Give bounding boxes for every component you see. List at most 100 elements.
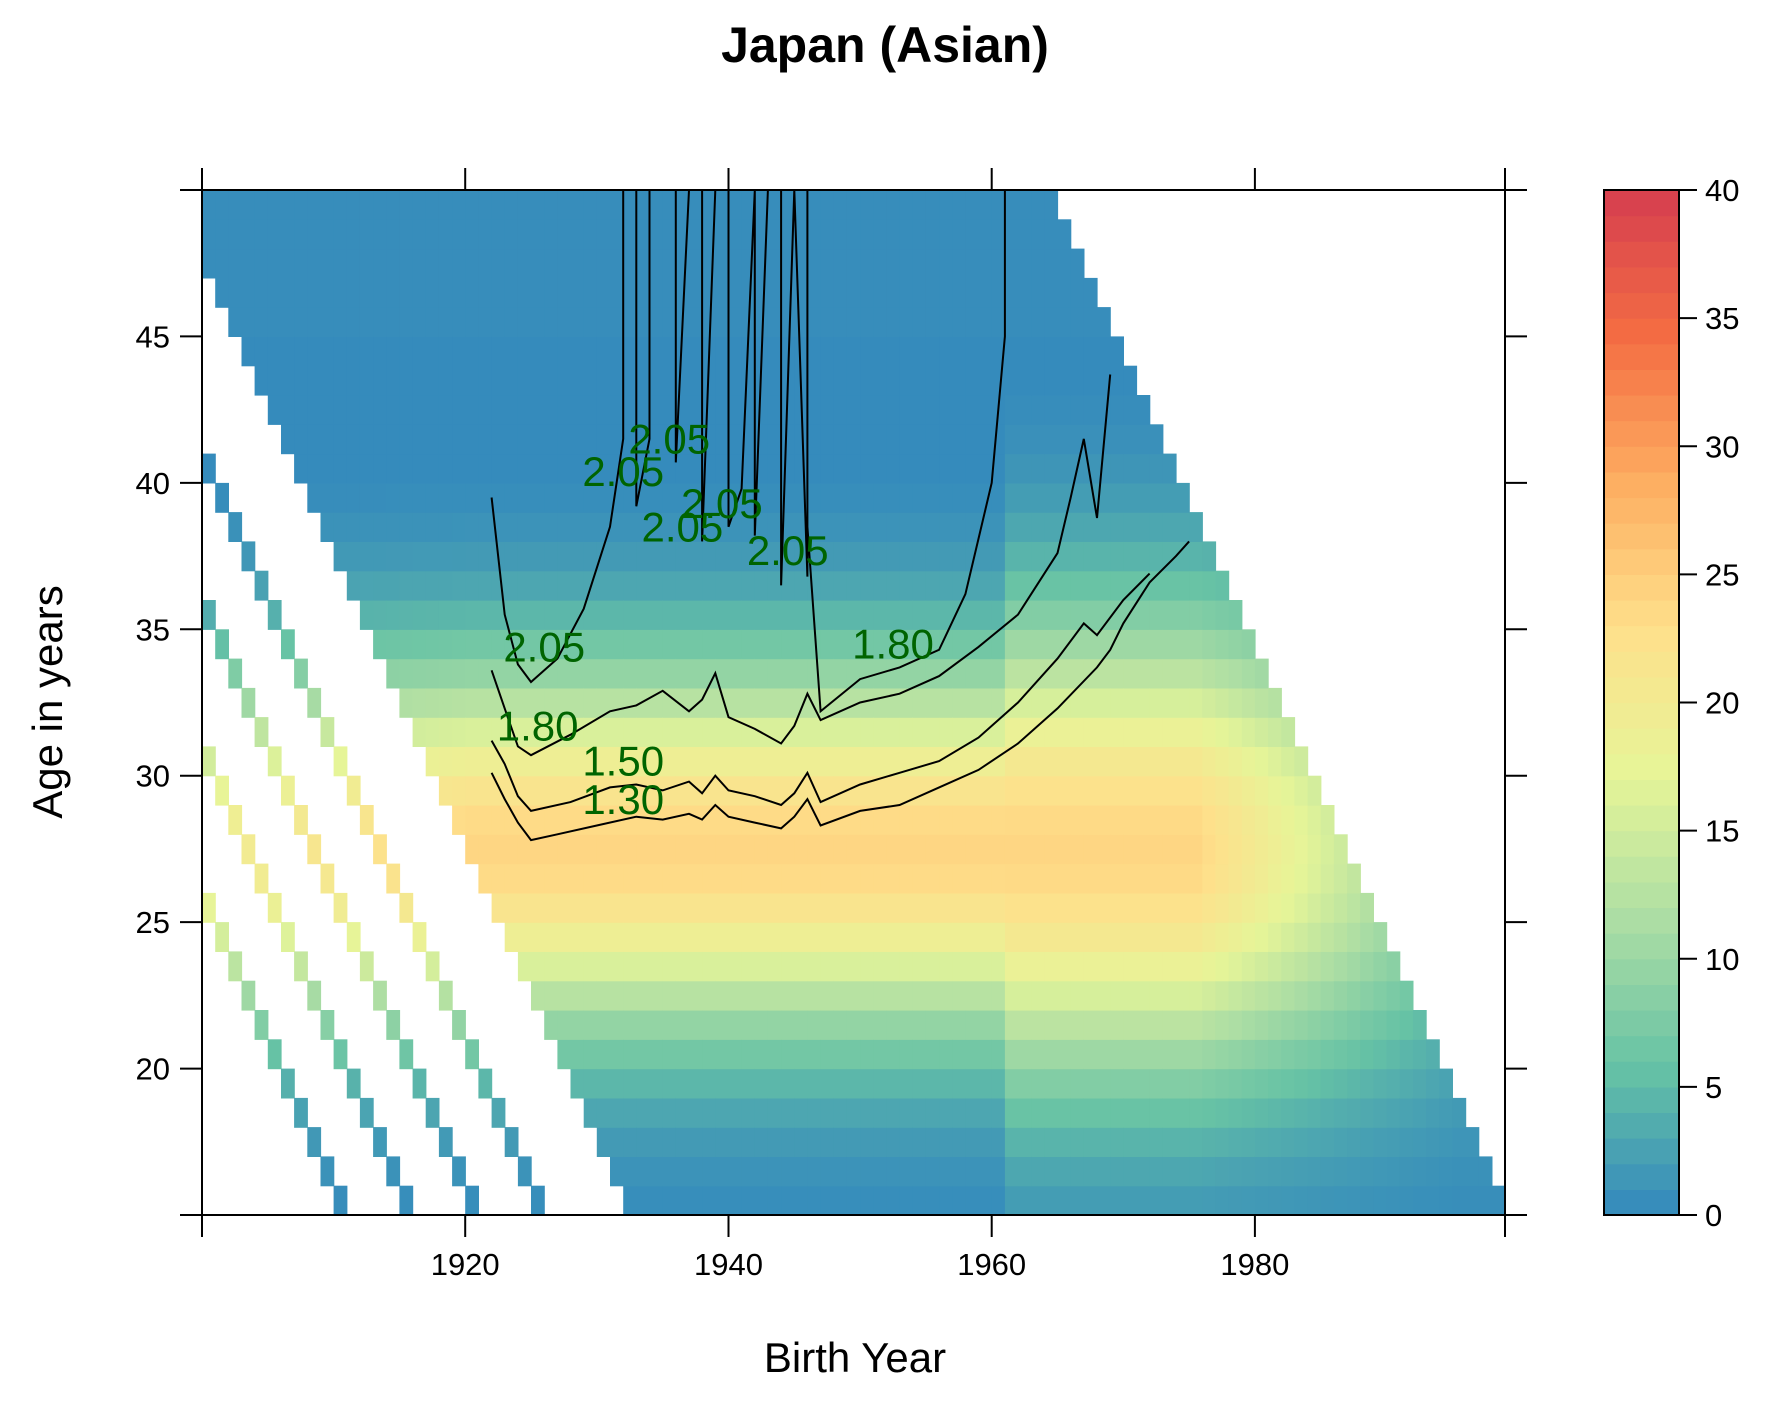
heatmap-cell [1123, 512, 1138, 542]
heatmap-cell [952, 453, 966, 484]
heatmap-cell [649, 190, 664, 220]
heatmap-cell [636, 629, 651, 660]
heatmap-cell [1202, 658, 1217, 689]
heatmap-cell [873, 717, 887, 747]
heatmap-cell [596, 863, 611, 894]
heatmap-cell [1254, 717, 1269, 747]
heatmap-cell [583, 922, 598, 952]
heatmap-cell [912, 980, 927, 1011]
heatmap-cell [1070, 658, 1085, 689]
heatmap-cell [320, 219, 335, 250]
heatmap-cell [1018, 365, 1032, 396]
heatmap-cell [820, 307, 835, 337]
heatmap-cell [1294, 922, 1309, 952]
heatmap-cell [425, 219, 440, 250]
heatmap-cell [1189, 922, 1203, 952]
heatmap-cell [675, 1039, 690, 1070]
heatmap-cell [767, 190, 782, 220]
heatmap-cell [1268, 892, 1282, 923]
heatmap-cell [767, 746, 782, 777]
heatmap-cell [1083, 980, 1098, 1011]
heatmap-cell [1162, 746, 1177, 777]
heatmap-cell [675, 775, 690, 806]
heatmap-cell [320, 248, 335, 279]
heatmap-cell [215, 482, 229, 513]
heatmap-cell [1031, 307, 1045, 337]
heatmap-cell [820, 717, 835, 747]
heatmap-cell [1149, 922, 1164, 952]
heatmap-cell [833, 1039, 848, 1070]
heatmap-cell [478, 746, 493, 777]
heatmap-cell [215, 922, 229, 952]
heatmap-cell [846, 746, 861, 777]
heatmap-cell [1241, 1127, 1256, 1157]
heatmap-cell [715, 395, 730, 425]
heatmap-cell [899, 570, 914, 601]
heatmap-cell [1097, 1127, 1111, 1157]
heatmap-cell [860, 746, 874, 777]
heatmap-cell [386, 277, 401, 308]
heatmap-cell [478, 1068, 493, 1099]
heatmap-cell [359, 482, 374, 513]
heatmap-cell [359, 453, 374, 484]
heatmap-cell [1004, 951, 1019, 982]
heatmap-cell [873, 951, 887, 982]
heatmap-cell [781, 190, 795, 220]
heatmap-cell [754, 1185, 769, 1216]
heatmap-cell [1202, 1127, 1217, 1157]
heatmap-cell [689, 453, 703, 484]
heatmap-cell [1149, 775, 1164, 806]
heatmap-cell [649, 717, 664, 747]
heatmap-cell [596, 190, 611, 220]
heatmap-cell [767, 629, 782, 660]
contour-label: 1.50 [582, 738, 664, 785]
heatmap-cell [544, 951, 558, 982]
heatmap-cell [1031, 453, 1045, 484]
heatmap-cell [1044, 600, 1059, 630]
heatmap-cell [886, 687, 901, 718]
heatmap-cell [1044, 951, 1059, 982]
heatmap-cell [781, 1039, 795, 1070]
heatmap-cell [1241, 687, 1256, 718]
heatmap-cell [873, 1068, 887, 1099]
heatmap-cell [846, 570, 861, 601]
heatmap-cell [649, 863, 664, 894]
heatmap-cell [860, 336, 874, 367]
heatmap-cell [438, 365, 453, 396]
heatmap-cell [1373, 1068, 1388, 1099]
heatmap-cell [1136, 1068, 1151, 1099]
heatmap-cell [649, 219, 664, 250]
heatmap-cell [846, 1068, 861, 1099]
heatmap-cell [412, 570, 427, 601]
heatmap-cell [359, 951, 374, 982]
heatmap-cell [399, 541, 414, 572]
colorbar-step [1604, 1189, 1679, 1216]
heatmap-cell [438, 658, 453, 689]
heatmap-cell [952, 1068, 966, 1099]
heatmap-cell [1386, 1097, 1401, 1128]
heatmap-cell [1018, 307, 1032, 337]
heatmap-cell [636, 424, 651, 455]
heatmap-cell [767, 892, 782, 923]
heatmap-cell [346, 365, 361, 396]
heatmap-cell [531, 336, 545, 367]
heatmap-cell [767, 277, 782, 308]
heatmap-cell [662, 365, 677, 396]
heatmap-cell [1294, 1127, 1309, 1157]
heatmap-cell [1004, 277, 1019, 308]
heatmap-cell [1057, 453, 1072, 484]
heatmap-cell [504, 892, 519, 923]
heatmap-cell [1070, 980, 1085, 1011]
heatmap-cell [965, 1156, 980, 1187]
heatmap-cell [741, 600, 756, 630]
heatmap-cell [952, 395, 966, 425]
heatmap-cell [846, 482, 861, 513]
heatmap-cell [794, 1185, 809, 1216]
heatmap-cell [886, 570, 901, 601]
heatmap-cell [1254, 1039, 1269, 1070]
heatmap-cell [623, 687, 637, 718]
heatmap-cell [1426, 1068, 1440, 1099]
heatmap-cell [636, 717, 651, 747]
heatmap-cell [965, 395, 980, 425]
heatmap-cell [636, 1097, 651, 1128]
